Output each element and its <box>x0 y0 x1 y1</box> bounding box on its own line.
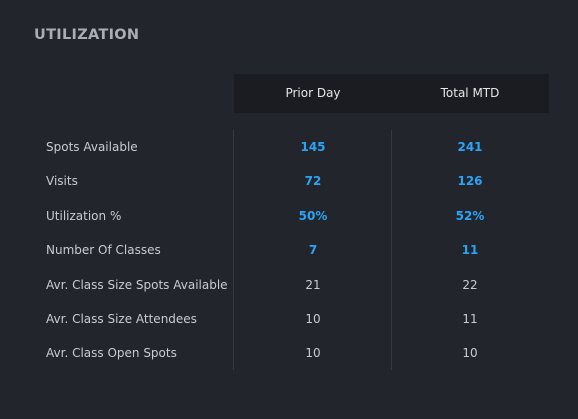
row-label: Avr. Class Size Spots Available <box>46 277 228 292</box>
cell-value: 11 <box>461 243 479 258</box>
cell-value: 11 <box>462 312 478 326</box>
cell-value: 126 <box>457 174 483 189</box>
column-divider <box>391 130 392 370</box>
row-label: Avr. Class Open Spots <box>46 346 177 361</box>
column-header: Total MTD <box>440 86 500 100</box>
header-band <box>234 74 549 113</box>
cell-value: 10 <box>462 346 478 361</box>
row-label: Avr. Class Size Attendees <box>46 312 197 326</box>
column-header: Prior Day <box>285 86 341 100</box>
cell-value: 145 <box>300 140 326 154</box>
cell-value: 21 <box>305 277 321 292</box>
cell-value: 22 <box>462 277 478 292</box>
cell-value: 50% <box>298 208 328 223</box>
cell-value: 72 <box>304 174 322 189</box>
row-label: Utilization % <box>46 208 122 223</box>
row-label: Spots Available <box>46 140 138 154</box>
cell-value: 7 <box>308 243 318 258</box>
cell-value: 10 <box>305 346 321 361</box>
cell-value: 10 <box>305 312 321 326</box>
row-label: Number Of Classes <box>46 243 161 258</box>
cell-value: 52% <box>455 208 485 223</box>
cell-value: 241 <box>457 140 483 154</box>
column-divider <box>233 130 234 370</box>
panel-title: UTILIZATION <box>34 27 140 43</box>
row-label: Visits <box>46 174 78 189</box>
